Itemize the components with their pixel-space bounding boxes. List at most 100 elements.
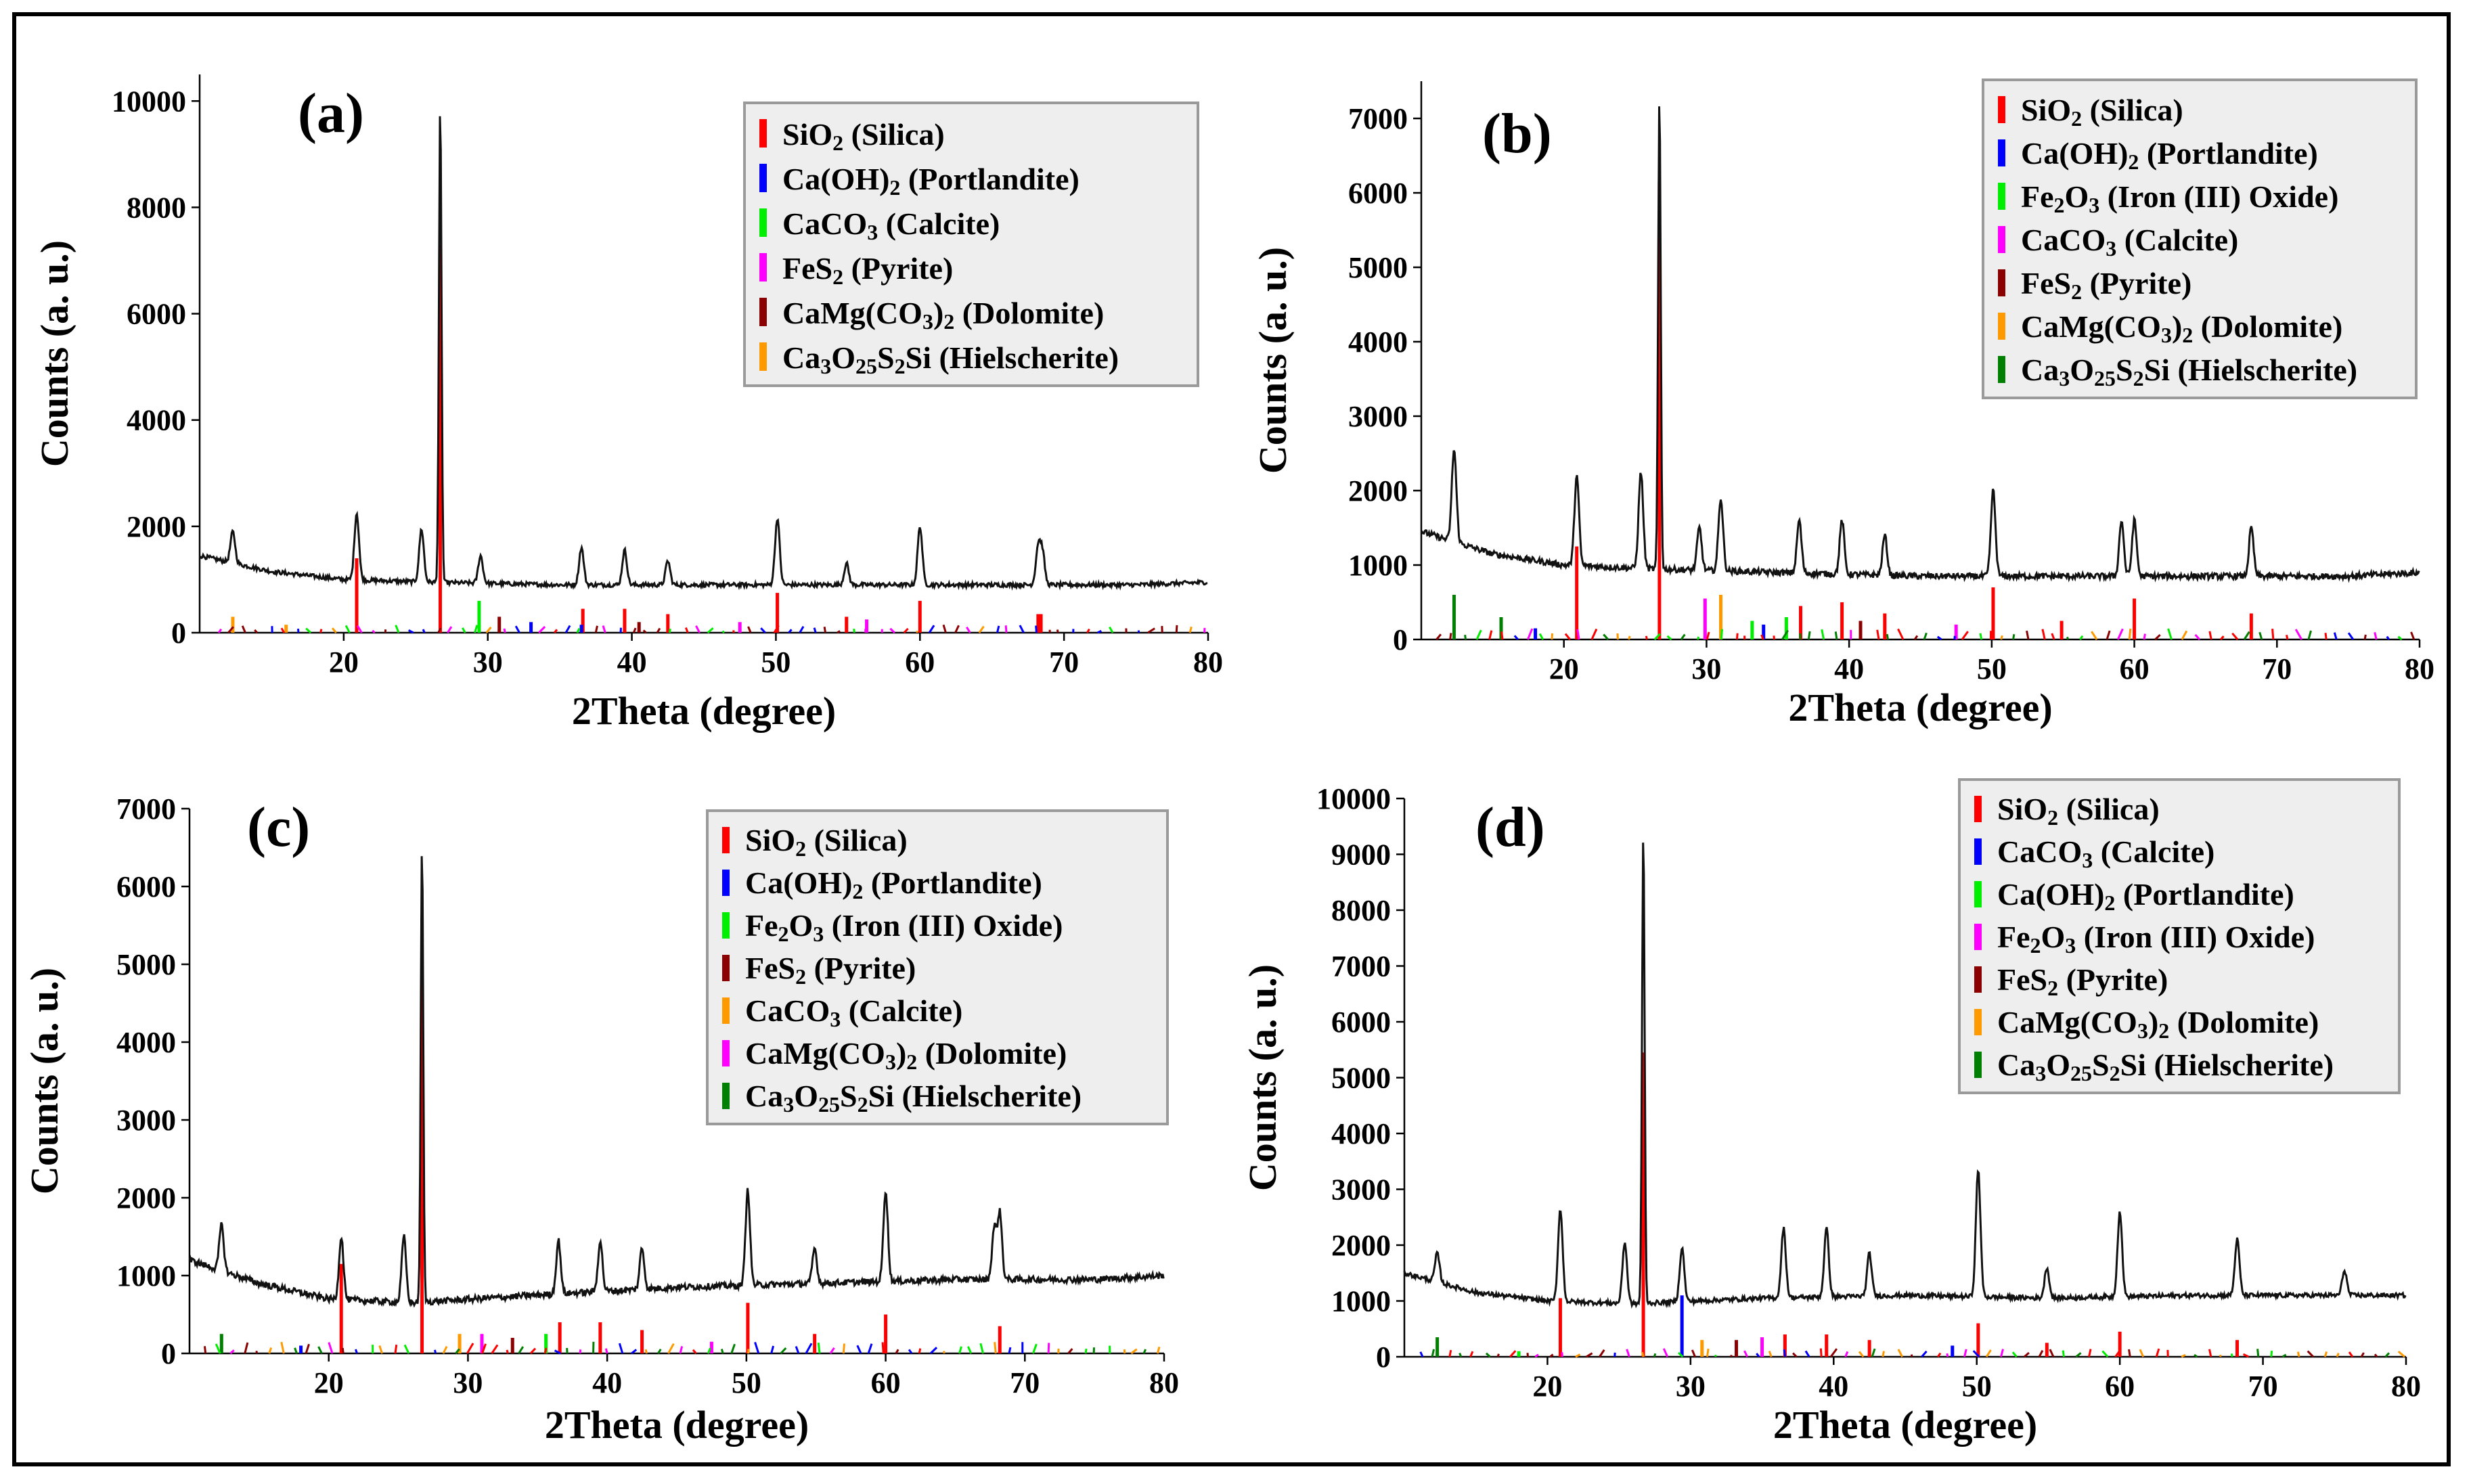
y-tick-label: 8000 [1331,894,1391,927]
minor-reference-line [1834,631,1838,640]
minor-reference-line [328,1342,334,1354]
y-tick-label: 5000 [1331,1062,1391,1095]
minor-reference-line [1756,1353,1760,1357]
minor-reference-line [2336,1352,2340,1357]
minor-reference-line [564,625,571,633]
minor-reference-line [217,628,223,633]
minor-reference-line [2106,630,2111,640]
minor-reference-line [667,1343,675,1354]
minor-reference-line [1821,629,1825,640]
y-tick-label: 4000 [116,1026,176,1059]
minor-reference-line [1961,631,1969,640]
minor-reference-line [1677,1351,1684,1358]
minor-reference-line [2386,635,2390,640]
minor-reference-line [474,625,478,633]
minor-reference-line [2088,1349,2092,1357]
minor-reference-line [2075,1352,2082,1358]
minor-reference-line [355,1349,358,1354]
legend-entry: FeS2 (Pyrite) [2021,266,2191,304]
figure-frame [12,12,2451,1466]
minor-reference-line [203,1346,207,1354]
legend-swatch [1974,881,1982,907]
xrd-pattern-line [1420,106,2420,583]
y-tick-label: 5000 [1348,251,1408,284]
minor-reference-line [1680,633,1686,640]
minor-reference-line [1781,629,1789,640]
minor-reference-line [780,1347,787,1355]
legend-entry: Fe2O3 (Iron (III) Oxide) [745,908,1063,946]
minor-reference-line [657,1349,662,1354]
minor-reference-line [2154,633,2161,641]
minor-reference-line [1897,628,1905,640]
minor-reference-line [1047,1343,1050,1354]
minor-reference-line [2397,1351,2405,1358]
minor-reference-line [2194,1353,2198,1358]
minor-reference-line [1876,629,1880,640]
minor-reference-line [1534,1353,1539,1358]
minor-reference-line [1459,1352,1463,1357]
chart-panel-a: 0 2000 4000 6000 8000 10000 20 30 40 50 60 70 80 2The… [32,74,1223,733]
minor-reference-line [967,1346,973,1354]
minor-reference-line [2116,628,2124,640]
minor-reference-line [576,627,581,633]
minor-reference-line [788,629,793,633]
minor-reference-line [1666,635,1672,641]
minor-reference-line [978,625,985,633]
minor-reference-line [2348,1351,2354,1357]
minor-reference-line [2243,631,2250,640]
minor-reference-line [747,626,752,633]
minor-reference-line [695,625,700,633]
minor-reference-line [2374,632,2378,640]
minor-reference-line [2231,632,2239,640]
minor-reference-line [229,1349,235,1355]
minor-reference-line [1972,1350,1980,1358]
minor-reference-line [1156,1347,1161,1354]
minor-reference-line [2000,635,2003,640]
y-tick-label: 6000 [116,870,176,903]
legend-swatch [1974,838,1982,865]
minor-reference-line [2230,1353,2233,1357]
minor-reference-line [403,1344,410,1354]
x-tick-label: 80 [1149,1366,1179,1399]
minor-reference-line [2307,1350,2315,1358]
minor-reference-line [2410,631,2416,640]
y-tick-label: 0 [171,616,186,650]
minor-reference-line [1706,631,1710,640]
minor-reference-line [1641,1351,1645,1357]
y-axis-label: Counts (a. u.) [22,968,66,1194]
y-tick-label: 7000 [1331,950,1391,983]
y-tick-label: 4000 [127,404,186,437]
minor-reference-line [1056,629,1059,633]
minor-reference-line [837,630,841,634]
minor-reference-line [1773,635,1775,640]
minor-reference-line [1564,633,1571,640]
y-tick-label: 2000 [127,510,186,543]
minor-reference-line [514,625,520,633]
minor-reference-line [799,625,805,633]
legend-entry: Fe2O3 (Iron (III) Oxide) [2021,179,2338,217]
minor-reference-line [656,627,661,633]
minor-reference-line [994,1342,997,1354]
minor-reference-line [942,624,947,633]
legend-entry: SiO2 (Silica) [1997,792,2160,830]
legend-entry: CaMg(CO3)2 (Dolomite) [782,296,1104,334]
x-tick-label: 30 [453,1366,483,1399]
minor-reference-line [867,1343,873,1354]
y-tick-label: 7000 [1348,102,1408,135]
minor-reference-line [2397,635,2403,641]
minor-reference-line [2062,1350,2065,1357]
minor-reference-line [1720,629,1723,640]
legend-swatch [1998,96,2005,123]
minor-reference-line [1147,627,1155,634]
minor-reference-line [2049,1349,2055,1357]
y-tick-label: 4000 [1348,325,1408,359]
legend-entry: CaCO3 (Calcite) [782,206,1000,244]
minor-reference-line [1448,1349,1452,1357]
legend-entry: FeS2 (Pyrite) [1997,962,2168,1000]
minor-reference-line [481,1343,487,1354]
x-tick-label: 40 [592,1366,622,1399]
legend-entry: SiO2 (Silica) [2021,93,2183,131]
panel-label: (a) [298,82,364,145]
xrd-pattern-line [199,116,1208,591]
minor-reference-line [2360,1352,2365,1357]
